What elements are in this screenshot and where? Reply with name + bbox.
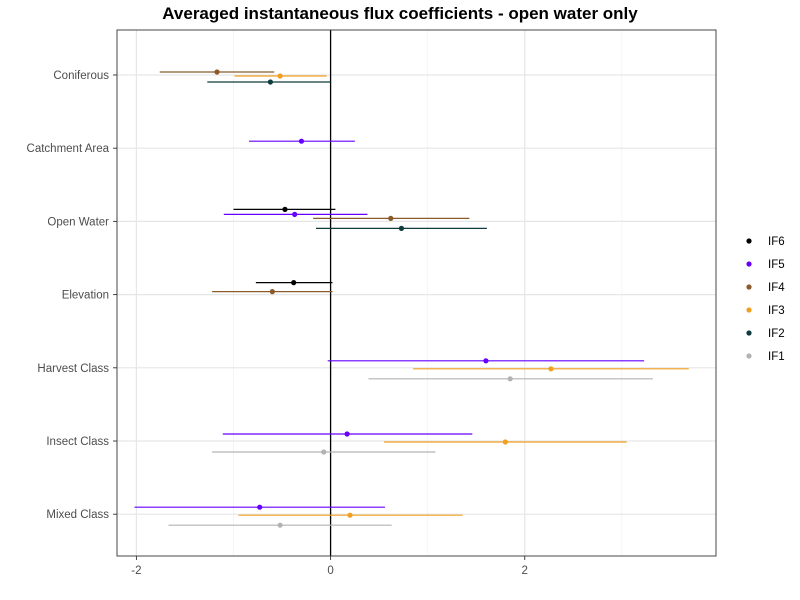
point-if5 [483,358,489,364]
chart-title: Averaged instantaneous flux coefficients… [162,4,638,23]
axis-layer: Coniferous Catchment Area Open Water Elevat… [27,29,717,577]
point-if4 [214,69,220,75]
y-tick-label: Open Water [47,216,109,228]
point-if1 [277,522,283,528]
legend-key-if2 [746,330,752,336]
point-if4 [269,289,275,295]
legend-key-if6 [746,238,752,244]
point-if1 [321,449,327,455]
point-if5 [292,211,298,217]
legend-label-if5: IF5 [768,259,785,271]
legend-label-if2: IF2 [768,328,785,340]
marks-layer [134,69,689,528]
point-if6 [282,206,288,212]
x-tick-label: -2 [131,565,141,577]
legend-label-if1: IF1 [768,351,785,363]
panel-border [116,29,717,557]
legend-label-if3: IF3 [768,305,785,317]
point-if5 [298,138,305,144]
x-tick-label: 0 [327,565,333,577]
legend: IF6 IF5 IF4 IF3 IF2 IF1 [746,236,785,363]
point-if5 [344,431,350,437]
point-if1 [507,376,513,382]
point-if3 [347,512,353,518]
y-tick-label: Elevation [62,290,109,302]
point-if2 [267,79,273,85]
point-if2 [398,225,405,231]
point-if4 [388,215,394,221]
point-if3 [277,73,283,79]
y-tick-label: Harvest Class [37,363,109,375]
legend-key-if4 [746,284,752,290]
y-tick-label: Mixed Class [46,509,109,521]
y-tick-label: Insect Class [46,436,109,448]
y-tick-label: Catchment Area [27,143,110,155]
point-if6 [291,280,297,286]
plot-panel [117,30,716,556]
point-if3 [548,366,554,372]
legend-label-if6: IF6 [768,236,785,248]
x-tick-label: 2 [522,565,528,577]
point-if3 [502,439,508,445]
grid-layer [117,30,716,556]
legend-key-if5 [746,261,752,267]
legend-key-if1 [746,353,752,359]
point-if5 [257,504,263,510]
legend-key-if3 [746,307,752,313]
y-tick-label: Coniferous [53,70,109,82]
legend-label-if4: IF4 [768,282,785,294]
